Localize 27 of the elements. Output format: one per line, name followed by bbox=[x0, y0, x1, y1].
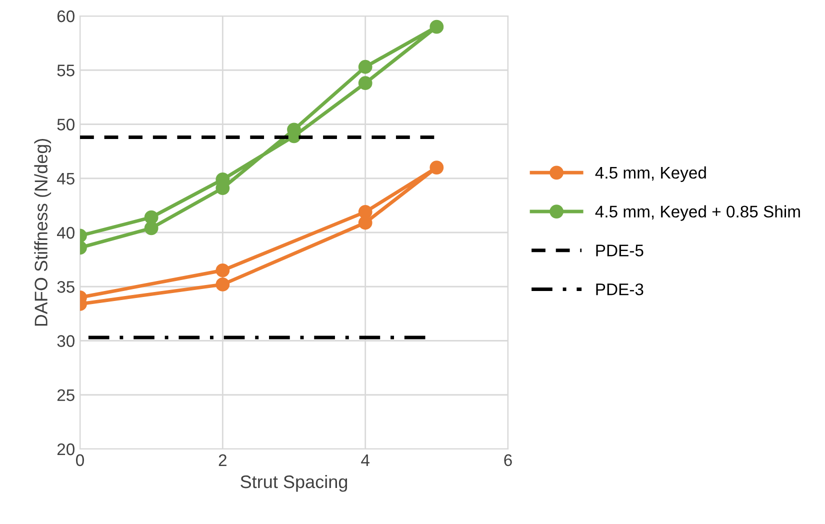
point bbox=[358, 76, 372, 90]
point bbox=[216, 278, 230, 292]
legend-label: PDE-5 bbox=[596, 244, 644, 256]
x-tick-label: 0 bbox=[76, 454, 84, 466]
y-tick-label: 50 bbox=[57, 118, 74, 130]
y-tick-label: 35 bbox=[57, 281, 74, 293]
point bbox=[216, 263, 230, 278]
y-tick-label: 55 bbox=[57, 64, 74, 76]
point bbox=[144, 221, 158, 236]
y-tick-label: 30 bbox=[57, 335, 74, 347]
y-tick-label: 40 bbox=[56, 226, 74, 239]
y-tick-label: 25 bbox=[57, 389, 74, 402]
x-tick-label: 6 bbox=[504, 454, 512, 466]
point bbox=[430, 20, 444, 34]
y-tick-label: 45 bbox=[56, 172, 74, 185]
legend-label: PDE-3 bbox=[596, 283, 644, 296]
legend-label: 4.5 mm, Keyed bbox=[595, 166, 706, 182]
point bbox=[430, 160, 444, 174]
y-axis-title: DAFO Stiffness (N/deg) bbox=[34, 138, 52, 326]
y-tick-label: 20 bbox=[57, 443, 74, 456]
x-tick-label: 2 bbox=[218, 454, 226, 466]
point bbox=[358, 216, 372, 230]
y-tick-label: 60 bbox=[57, 10, 74, 22]
legend-label: 4.5 mm, Keyed + 0.85 Shim bbox=[595, 205, 800, 221]
x-axis-title: Strut Spacing bbox=[240, 474, 348, 492]
point bbox=[358, 60, 372, 74]
x-tick-label: 4 bbox=[361, 454, 370, 466]
